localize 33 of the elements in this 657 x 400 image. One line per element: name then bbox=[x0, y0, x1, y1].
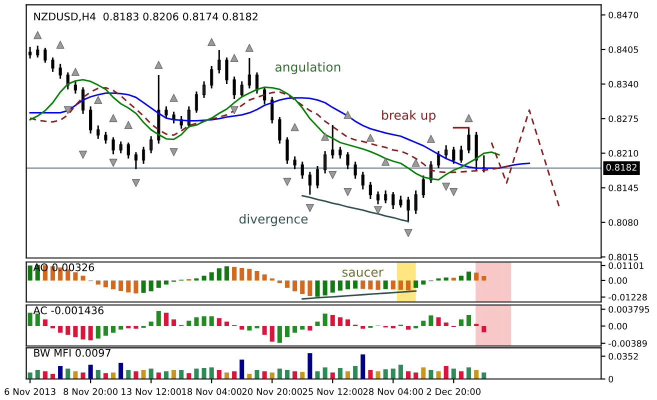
y-tick-label: 0 bbox=[608, 376, 614, 382]
annotation: angulation bbox=[275, 62, 340, 74]
y-tick-label: -0.01228 bbox=[608, 294, 647, 301]
chart-title: AO 0.00326 bbox=[33, 263, 94, 272]
x-tick-label: 13 Nov 12:00 bbox=[122, 388, 181, 396]
x-tick-label: 20 Nov 20:00 bbox=[242, 388, 302, 396]
ref-line-label: 0.8182 bbox=[606, 164, 636, 171]
y-tick-label: 0.8405 bbox=[608, 46, 638, 53]
y-tick-label: 0.0352 bbox=[608, 353, 638, 360]
y-tick-label: 0.00 bbox=[608, 322, 627, 330]
x-tick-label: 18 Nov 04:00 bbox=[182, 388, 242, 396]
y-tick-label: 0.8015 bbox=[608, 254, 638, 260]
y-tick-label: 0.003795 bbox=[608, 306, 650, 313]
chart-title: AC -0.001436 bbox=[33, 306, 104, 314]
text: NZDUSD,H4 0.8183 0.8206 0.8174 0.8182 bbox=[34, 12, 258, 22]
y-tick-label: 0.8145 bbox=[608, 184, 638, 192]
annotation: divergence bbox=[239, 214, 308, 226]
y-tick-label: 0.8210 bbox=[608, 150, 638, 157]
annotation: break up bbox=[382, 110, 436, 122]
x-tick-label: 25 Nov 12:00 bbox=[302, 388, 362, 396]
y-tick-label: -0.00389 bbox=[608, 340, 647, 347]
y-tick-label: 0.8080 bbox=[608, 219, 638, 226]
annotation: saucer bbox=[342, 270, 384, 277]
x-tick-label: 8 Nov 20:00 bbox=[64, 388, 118, 396]
y-tick-label: 0.01101 bbox=[608, 262, 644, 269]
y-tick-label: 0.8275 bbox=[608, 115, 638, 122]
y-tick-label: 0.8470 bbox=[608, 12, 638, 18]
y-tick-label: 0.8340 bbox=[608, 80, 638, 88]
x-tick-label: 2 Dec 20:00 bbox=[426, 388, 481, 396]
chart-title: BW MFI 0.0097 bbox=[34, 348, 110, 357]
y-tick-label: 0.00 bbox=[608, 277, 627, 284]
x-tick-label: 28 Nov 04:00 bbox=[363, 388, 423, 396]
x-tick-label: 6 Nov 2013 bbox=[4, 388, 56, 396]
